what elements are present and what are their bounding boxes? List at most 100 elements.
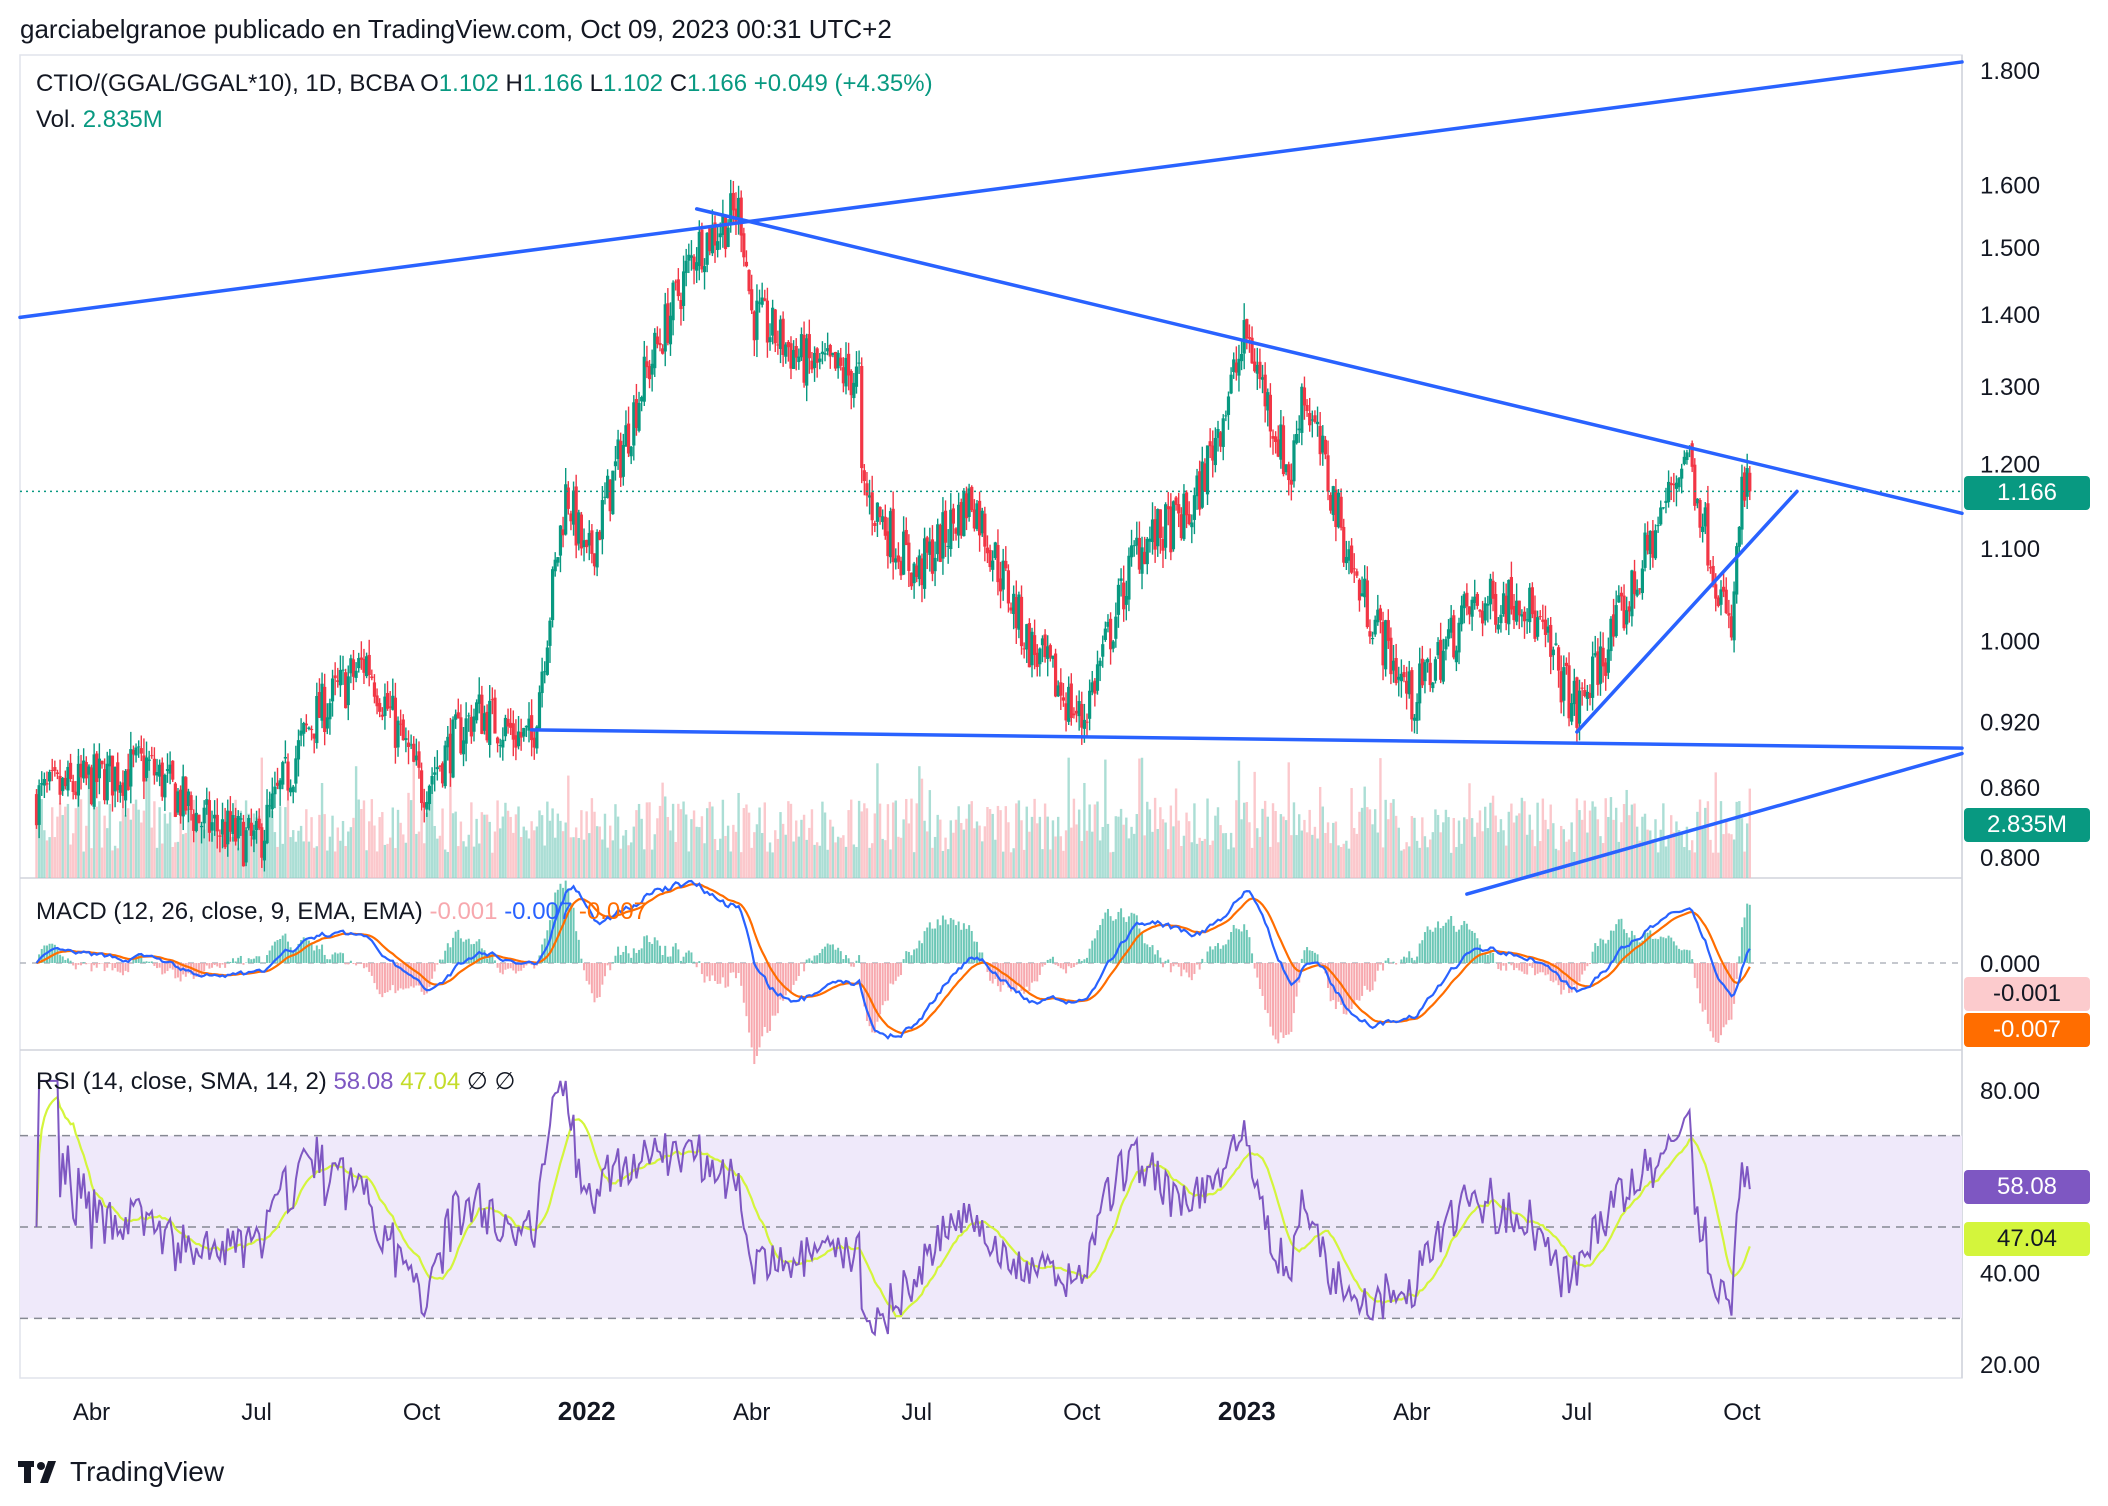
volume-bar [1544, 819, 1547, 878]
candle-body [943, 510, 948, 543]
volume-bar [692, 810, 696, 878]
candle-body [1370, 638, 1375, 640]
volume-bar [1138, 758, 1141, 878]
volume-bar [1379, 758, 1382, 878]
volume-bar [1670, 815, 1673, 878]
volume-bar [944, 837, 947, 878]
candle-body [1019, 596, 1024, 647]
candle-body [1164, 504, 1168, 548]
volume-bar [1216, 807, 1220, 878]
candle-body [144, 757, 149, 778]
candle-body [1326, 455, 1330, 492]
volume-bar [1096, 801, 1099, 878]
candle-body [1486, 603, 1490, 606]
macd-hist-bar [677, 949, 680, 963]
volume-bar [407, 792, 410, 878]
macd-hist-bar [1211, 949, 1214, 963]
volume-bar [1229, 832, 1233, 878]
time-tick-label: Abr [1393, 1399, 1430, 1426]
candle-body [53, 767, 57, 771]
candle-body [891, 508, 895, 563]
macd-hist-bar [1533, 963, 1536, 976]
macd-hist-bar [56, 947, 59, 963]
candle-body [1496, 624, 1500, 630]
macd-hist-bar [286, 941, 289, 963]
macd-hist-bar [1552, 963, 1555, 983]
macd-hist-bar [1196, 963, 1199, 965]
macd-hist-bar [95, 963, 98, 968]
volume-bar [551, 808, 554, 878]
tradingview-logo[interactable]: TradingView [18, 1456, 224, 1488]
volume-bar [593, 811, 596, 878]
volume-bar [713, 838, 717, 878]
candle-body [1148, 538, 1152, 542]
candle-body [1224, 415, 1228, 417]
volume-bar [695, 826, 698, 878]
macd-hist-bar [1499, 963, 1502, 971]
volume-bar [554, 837, 557, 878]
candle-body [1294, 434, 1299, 444]
candle-body [1391, 660, 1396, 671]
macd-hist-bar [72, 963, 75, 966]
macd-hist-bar [1190, 963, 1193, 981]
volume-bar [472, 846, 476, 878]
volume-bar [897, 836, 900, 878]
macd-hist-bar [213, 963, 216, 966]
candle-body [459, 717, 463, 754]
macd-hist-bar [850, 963, 853, 967]
candle-body [184, 777, 188, 811]
candle-body [1192, 495, 1197, 520]
macd-hist-bar [1224, 944, 1227, 963]
candle-body [336, 680, 340, 683]
macd-hist-bar [1544, 963, 1547, 976]
macd-hist-bar [1664, 938, 1667, 963]
candle-body [446, 736, 450, 748]
macd-hist-bar [1518, 963, 1521, 971]
macd-hist-bar [860, 963, 863, 986]
symbol-name[interactable]: CTIO/(GGAL/GGAL*10), 1D, BCBA [36, 70, 414, 97]
macd-hist-bar [1120, 908, 1123, 963]
macd-hist-bar [1725, 963, 1728, 1025]
volume-bar [1591, 801, 1594, 878]
volume-bar [1434, 809, 1437, 878]
volume-bar [1298, 814, 1301, 878]
volume-bar [168, 812, 172, 878]
macd-label[interactable]: MACD (12, 26, close, 9, EMA, EMA) [36, 898, 423, 925]
volume-bar [527, 838, 531, 878]
volume-bar [650, 849, 654, 878]
candle-body [205, 799, 209, 805]
candle-body [713, 222, 717, 246]
volume-bar [483, 814, 486, 878]
rsi-label[interactable]: RSI (14, close, SMA, 14, 2) [36, 1068, 327, 1095]
candle-body [1040, 638, 1045, 646]
macd-hist-bar [952, 919, 955, 963]
candle-body [1567, 665, 1571, 719]
candle-body [139, 748, 143, 754]
macd-hist-bar [632, 948, 635, 963]
candle-body [881, 516, 885, 523]
rsi-empty-1: ∅ [466, 1068, 488, 1095]
macd-hist-bar [1675, 945, 1678, 963]
volume-bar [1455, 847, 1458, 878]
rsi-empty-2: ∅ [494, 1068, 516, 1095]
macd-hist-bar [1258, 963, 1261, 989]
candle-body [1292, 440, 1296, 482]
candle-body [1300, 386, 1304, 433]
candle-body [1017, 594, 1021, 630]
macd-hist-bar [491, 952, 494, 963]
candle-body [1478, 609, 1482, 612]
macd-hist-bar [583, 963, 586, 971]
macd-hist-bar [1531, 963, 1534, 968]
volume-bar [140, 822, 143, 878]
candle-body [577, 512, 581, 544]
volume-bar [1001, 851, 1005, 878]
macd-hist-bar [651, 943, 654, 963]
candle-body [1711, 565, 1715, 585]
candle-body [1229, 374, 1233, 394]
candle-body [993, 542, 997, 558]
macd-hist-bar [1222, 945, 1225, 963]
macd-hist-bar [753, 963, 756, 1065]
volume-bar [787, 801, 790, 878]
macd-hist-bar [863, 963, 866, 1007]
